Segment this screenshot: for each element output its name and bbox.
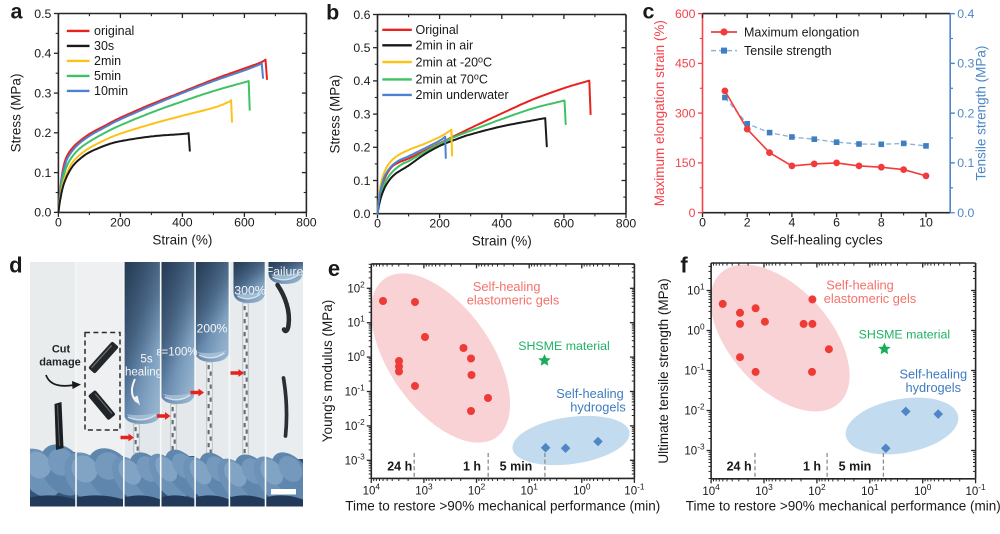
svg-text:0: 0 xyxy=(55,215,62,229)
svg-text:600: 600 xyxy=(554,217,575,231)
svg-text:healing: healing xyxy=(125,367,162,379)
svg-text:elastomeric gels: elastomeric gels xyxy=(824,291,916,306)
svg-text:200%: 200% xyxy=(197,322,228,336)
svg-text:0: 0 xyxy=(689,206,696,220)
svg-text:0.2: 0.2 xyxy=(353,141,370,155)
svg-text:2min at -20oC: 2min at -20oC xyxy=(416,54,493,69)
svg-text:Tensile strength (MPa): Tensile strength (MPa) xyxy=(974,46,989,181)
svg-text:5 min: 5 min xyxy=(500,460,533,474)
svg-text:damage: damage xyxy=(39,357,81,369)
svg-text:d: d xyxy=(9,253,22,278)
svg-text:4: 4 xyxy=(788,216,795,230)
svg-text:2: 2 xyxy=(744,216,751,230)
svg-text:ε=100%: ε=100% xyxy=(156,347,197,359)
svg-text:a: a xyxy=(11,0,24,24)
svg-text:30s: 30s xyxy=(94,39,114,53)
svg-text:5min: 5min xyxy=(94,69,121,83)
svg-text:0.0: 0.0 xyxy=(957,206,974,220)
svg-text:c: c xyxy=(643,0,655,23)
svg-text:hydrogels: hydrogels xyxy=(570,400,626,415)
svg-text:Stress (MPa): Stress (MPa) xyxy=(9,74,24,153)
svg-text:Maximum elongation: Maximum elongation xyxy=(744,25,859,39)
svg-text:0: 0 xyxy=(374,217,381,231)
svg-text:b: b xyxy=(326,0,339,24)
svg-text:0.3: 0.3 xyxy=(34,86,51,100)
svg-text:0.4: 0.4 xyxy=(353,74,370,88)
svg-text:0.6: 0.6 xyxy=(353,8,370,22)
svg-text:600: 600 xyxy=(675,7,696,21)
svg-text:0.2: 0.2 xyxy=(34,126,51,140)
svg-text:1 h: 1 h xyxy=(463,460,481,474)
svg-text:5s: 5s xyxy=(140,354,152,366)
svg-text:6: 6 xyxy=(833,216,840,230)
svg-text:Cut: Cut xyxy=(52,344,71,356)
svg-text:200: 200 xyxy=(110,215,131,229)
svg-text:800: 800 xyxy=(616,217,637,231)
svg-text:150: 150 xyxy=(675,156,696,170)
svg-text:300%: 300% xyxy=(234,284,266,298)
svg-text:450: 450 xyxy=(675,57,696,71)
svg-text:5 min: 5 min xyxy=(839,460,872,474)
svg-text:Self-healing: Self-healing xyxy=(900,367,968,382)
svg-text:SHSME material: SHSME material xyxy=(859,328,951,342)
svg-text:0.5: 0.5 xyxy=(34,7,51,21)
svg-text:Original: Original xyxy=(416,23,459,37)
svg-text:2min: 2min xyxy=(94,54,121,68)
svg-text:0.3: 0.3 xyxy=(353,107,370,121)
svg-text:300: 300 xyxy=(675,106,696,120)
svg-text:Self-healing cycles: Self-healing cycles xyxy=(770,233,883,248)
svg-text:Strain (%): Strain (%) xyxy=(152,232,212,247)
svg-text:8: 8 xyxy=(878,216,885,230)
svg-text:0.2: 0.2 xyxy=(957,106,974,120)
svg-text:Failure: Failure xyxy=(266,265,304,279)
svg-text:Self-healing: Self-healing xyxy=(826,278,894,293)
svg-text:0.5: 0.5 xyxy=(353,41,370,55)
svg-text:Strain (%): Strain (%) xyxy=(472,234,532,249)
svg-text:0.1: 0.1 xyxy=(34,166,51,180)
svg-text:10min: 10min xyxy=(94,84,128,98)
svg-text:400: 400 xyxy=(491,217,512,231)
svg-text:2min in air: 2min in air xyxy=(416,39,474,53)
svg-text:2min at 70oC: 2min at 70oC xyxy=(416,72,488,87)
svg-text:f: f xyxy=(680,253,688,278)
svg-text:Maximum elongation strain (%): Maximum elongation strain (%) xyxy=(652,20,667,206)
svg-text:Stress (MPa): Stress (MPa) xyxy=(328,75,343,154)
svg-text:0.4: 0.4 xyxy=(957,7,974,21)
svg-text:10: 10 xyxy=(919,216,933,230)
svg-text:2min underwater: 2min underwater xyxy=(416,88,509,102)
svg-text:0: 0 xyxy=(699,216,706,230)
svg-text:Time to restore >90% mechanica: Time to restore >90% mechanical performa… xyxy=(345,498,660,513)
svg-text:Time to restore >90% mechanica: Time to restore >90% mechanical performa… xyxy=(686,498,1000,513)
svg-text:0.0: 0.0 xyxy=(34,206,51,220)
svg-text:0.0: 0.0 xyxy=(353,207,370,221)
svg-text:400: 400 xyxy=(172,215,193,229)
svg-text:Young's modulus (MPa): Young's modulus (MPa) xyxy=(320,300,335,442)
svg-text:24 h: 24 h xyxy=(727,460,752,474)
svg-text:hydrogels: hydrogels xyxy=(906,380,962,395)
svg-text:Ultimate tensile strength (MPa: Ultimate tensile strength (MPa) xyxy=(656,278,671,463)
svg-text:600: 600 xyxy=(234,215,255,229)
svg-text:0.3: 0.3 xyxy=(957,57,974,71)
svg-text:0.1: 0.1 xyxy=(353,174,370,188)
svg-text:Tensile strength: Tensile strength xyxy=(744,44,832,58)
svg-text:24 h: 24 h xyxy=(387,460,412,474)
svg-text:elastomeric gels: elastomeric gels xyxy=(467,293,559,308)
svg-text:original: original xyxy=(94,24,134,38)
svg-text:0.1: 0.1 xyxy=(957,156,974,170)
svg-text:SHSME material: SHSME material xyxy=(518,339,610,353)
svg-text:e: e xyxy=(328,256,340,281)
svg-text:200: 200 xyxy=(429,217,450,231)
svg-text:800: 800 xyxy=(296,215,317,229)
svg-text:Self-healing: Self-healing xyxy=(556,386,624,401)
svg-text:Self-healing: Self-healing xyxy=(473,279,541,294)
svg-text:1 h: 1 h xyxy=(803,460,821,474)
svg-text:0.4: 0.4 xyxy=(34,47,51,61)
